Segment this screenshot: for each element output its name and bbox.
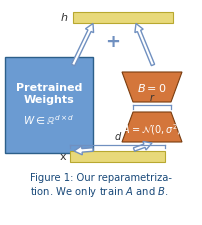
Text: Figure 1: Our reparametriza-
tion. We only train $A$ and $B$.: Figure 1: Our reparametriza- tion. We on… — [30, 172, 171, 198]
FancyBboxPatch shape — [5, 58, 93, 153]
Text: d: d — [114, 132, 121, 142]
Text: h: h — [60, 13, 67, 23]
Text: r: r — [149, 93, 153, 103]
FancyBboxPatch shape — [70, 151, 165, 162]
Polygon shape — [71, 24, 93, 66]
Polygon shape — [121, 112, 181, 142]
Polygon shape — [74, 146, 93, 155]
Text: $B = 0$: $B = 0$ — [137, 82, 166, 94]
Polygon shape — [133, 142, 151, 151]
Text: $W \in \mathbb{R}^{d \times d}$: $W \in \mathbb{R}^{d \times d}$ — [23, 112, 74, 126]
Polygon shape — [134, 24, 154, 66]
Text: Pretrained: Pretrained — [16, 83, 82, 93]
FancyBboxPatch shape — [73, 12, 172, 23]
Text: Weights: Weights — [23, 94, 74, 105]
Text: +: + — [105, 33, 120, 51]
Text: x: x — [59, 151, 65, 161]
Text: $A = \mathcal{N}(0, \sigma^2)$: $A = \mathcal{N}(0, \sigma^2)$ — [122, 122, 181, 137]
Polygon shape — [121, 73, 181, 103]
